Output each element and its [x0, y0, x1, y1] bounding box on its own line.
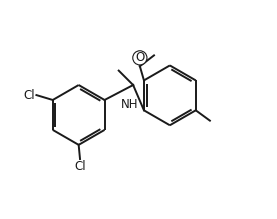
Text: Cl: Cl [24, 88, 35, 102]
Text: Cl: Cl [74, 160, 86, 173]
Text: O: O [135, 51, 145, 64]
Text: NH: NH [121, 99, 138, 111]
